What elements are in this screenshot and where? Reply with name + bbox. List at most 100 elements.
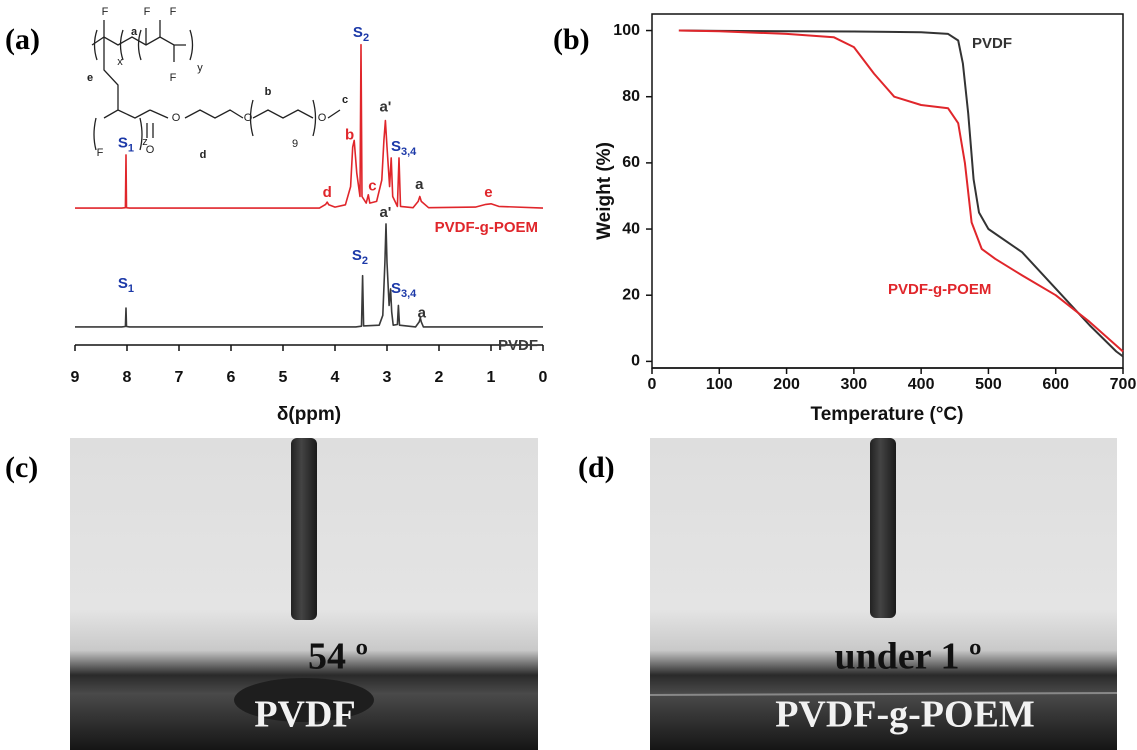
y-tick-label: 100 — [613, 22, 640, 39]
structure-label: 9 — [292, 138, 298, 150]
x-tick-label: 0 — [539, 369, 548, 386]
structure-label: z — [142, 136, 148, 148]
structure-label: F — [97, 147, 104, 159]
peak-label: S1 — [118, 135, 134, 155]
structure-label: F — [170, 72, 177, 84]
x-tick-label: 500 — [975, 376, 1002, 393]
series-label: PVDF-g-POEM — [435, 219, 538, 236]
panel-label: (b) — [553, 23, 590, 56]
x-tick-label: 5 — [279, 369, 288, 386]
peak-label-text: S — [391, 138, 401, 155]
x-tick-label: 3 — [383, 369, 392, 386]
peak-label-sub: 2 — [362, 255, 368, 267]
peak-label-sub: 3,4 — [401, 288, 417, 300]
series-label: PVDF-g-POEM — [888, 281, 991, 298]
x-axis-title: Temperature (°C) — [811, 404, 964, 425]
peak-label-text: S — [118, 275, 128, 292]
peak-label: b — [345, 126, 354, 143]
x-tick-label: 0 — [648, 376, 657, 393]
peak-label-text: c — [368, 178, 376, 195]
peak-label-text: S — [391, 280, 401, 297]
structure-label: O — [318, 112, 327, 124]
peak-label-text: b — [345, 126, 354, 143]
photo — [649, 438, 1118, 750]
y-tick-label: 60 — [622, 154, 640, 171]
x-tick-label: 9 — [71, 369, 80, 386]
structure-label: d — [200, 149, 207, 161]
peak-label-text: S — [353, 24, 363, 41]
peak-label: S2 — [353, 24, 369, 44]
peak-label: c — [368, 178, 376, 195]
x-tick-label: 8 — [123, 369, 132, 386]
peak-label: S3,4 — [391, 280, 417, 300]
contact-angle: under 1 º — [835, 636, 982, 678]
series-label: PVDF — [972, 35, 1012, 52]
plot-frame — [651, 13, 1124, 369]
series-line — [75, 43, 544, 209]
sample-name: PVDF-g-POEM — [775, 694, 1035, 736]
series-label: PVDF — [498, 337, 538, 354]
structure-label: c — [342, 94, 348, 106]
peak-label: S2 — [352, 247, 368, 267]
structure-label: F — [144, 6, 151, 18]
panel-label: (a) — [5, 23, 40, 56]
photo — [70, 438, 538, 750]
panel-label: (c) — [5, 451, 38, 484]
structure-label: O — [244, 112, 253, 124]
peak-label: a — [418, 305, 427, 322]
structure-label: O — [146, 144, 155, 156]
y-tick-label: 80 — [622, 88, 640, 105]
peak-label-sub: 2 — [363, 32, 369, 44]
x-tick-label: 400 — [908, 376, 935, 393]
x-tick-label: 2 — [435, 369, 444, 386]
peak-label-text: a' — [379, 98, 391, 115]
x-tick-label: 100 — [706, 376, 733, 393]
contact-angle: 54 º — [308, 636, 368, 678]
structure-label: F — [102, 6, 109, 18]
structure-label: a — [131, 26, 138, 38]
x-tick-label: 6 — [227, 369, 236, 386]
x-tick-label: 7 — [175, 369, 184, 386]
peak-label: e — [484, 184, 492, 201]
structure — [91, 20, 341, 151]
x-tick-label: 300 — [841, 376, 868, 393]
y-tick-label: 0 — [631, 353, 640, 370]
x-tick-label: 700 — [1110, 376, 1137, 393]
peak-label-text: a — [418, 305, 427, 322]
peak-label-text: S — [118, 135, 128, 152]
peak-label-sub: 1 — [128, 143, 134, 155]
structure-label: x — [117, 56, 123, 68]
x-axis-title: δ(ppm) — [277, 404, 341, 425]
peak-label-text: a — [415, 176, 424, 193]
peak-label-text: S — [352, 247, 362, 264]
peak-label-sub: 1 — [128, 283, 134, 295]
peak-label: a' — [379, 98, 391, 115]
x-tick-label: 1 — [487, 369, 496, 386]
structure-label: O — [172, 112, 181, 124]
peak-label-text: e — [484, 184, 492, 201]
panel-label: (d) — [578, 451, 615, 484]
series-line — [678, 29, 1124, 358]
peak-label: d — [323, 184, 332, 201]
x-tick-label: 4 — [331, 369, 340, 386]
y-tick-label: 20 — [622, 286, 640, 303]
peak-label: a' — [379, 204, 391, 221]
peak-label: S1 — [118, 275, 134, 295]
y-tick-label: 40 — [622, 220, 640, 237]
x-tick-label: 200 — [773, 376, 800, 393]
structure-label: F — [170, 6, 177, 18]
structure-label: b — [265, 86, 272, 98]
y-axis-title: Weight (%) — [594, 142, 615, 240]
peak-label: a — [415, 176, 424, 193]
structure-label: y — [197, 62, 203, 74]
x-tick-label: 600 — [1042, 376, 1069, 393]
sample-name: PVDF — [254, 694, 355, 736]
peak-label-text: d — [323, 184, 332, 201]
peak-label-sub: 3,4 — [401, 146, 417, 158]
peak-label-text: a' — [379, 204, 391, 221]
series-line — [75, 223, 543, 328]
series-line — [678, 29, 1124, 353]
peak-label: S3,4 — [391, 138, 417, 158]
structure-label: e — [87, 72, 93, 84]
